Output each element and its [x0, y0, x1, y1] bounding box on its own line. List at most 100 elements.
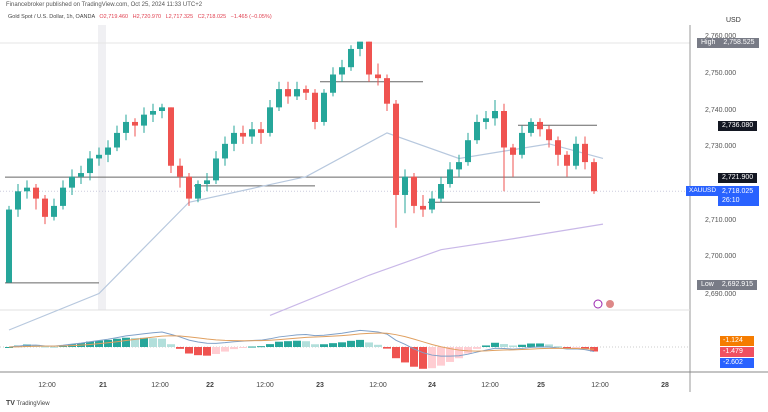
candle-body: [348, 48, 354, 68]
macd-value-2: -1.479: [720, 347, 754, 357]
macd-histogram-bar: [257, 346, 265, 348]
candle-body: [42, 198, 48, 217]
macd-histogram-bar: [581, 347, 589, 349]
candle-body: [51, 205, 57, 217]
macd-histogram-bar: [554, 346, 562, 348]
us-flag-icon: [606, 300, 614, 308]
open-value: O2,719.460: [99, 14, 129, 20]
candle-body: [384, 78, 390, 104]
candle-body: [546, 129, 552, 141]
macd-histogram-bar: [266, 344, 274, 347]
candle-body: [6, 209, 12, 283]
time-label: 21: [99, 382, 107, 389]
low-value: L2,717.325: [165, 14, 194, 20]
candle-body: [267, 107, 273, 133]
time-label: 12:00: [481, 382, 499, 389]
macd-histogram-bar: [167, 344, 175, 347]
macd-histogram-bar: [284, 341, 292, 347]
time-label: 12:00: [151, 382, 169, 389]
macd-histogram-bar: [311, 344, 319, 347]
macd-histogram-bar: [212, 347, 220, 354]
candle-body: [105, 147, 111, 155]
macd-value-1: -1.124: [720, 336, 754, 346]
macd-histogram-bar: [383, 347, 391, 349]
macd-histogram-bar: [536, 343, 544, 347]
time-label: 12:00: [369, 382, 387, 389]
candle-body: [132, 121, 138, 126]
moving-average-fast: [8, 132, 604, 331]
candle-body: [429, 198, 435, 210]
macd-histogram-bar: [104, 339, 112, 347]
last-price-box: 2,718.025 26:10: [718, 186, 759, 206]
macd-histogram-bar: [482, 345, 490, 347]
macd-histogram-bar: [464, 347, 472, 354]
macd-histogram-bar: [5, 347, 13, 348]
macd-histogram-bar: [428, 347, 436, 369]
macd-histogram-bar: [248, 346, 256, 348]
high-label: High: [701, 39, 716, 46]
macd-histogram-bar: [401, 347, 409, 363]
currency-label: USD: [726, 17, 741, 24]
candle-body: [33, 187, 39, 199]
high-price: 2,758.525: [723, 39, 755, 46]
candle-body: [411, 176, 417, 206]
candle-body: [402, 176, 408, 195]
candle-body: [303, 89, 309, 93]
close-value: C2,718.025: [197, 14, 227, 20]
macd-histogram-bar: [347, 340, 355, 347]
symbol-legend: Gold Spot / U.S. Dollar, 1h, OANDA O2,71…: [8, 14, 272, 20]
tick-2750: 2,750.000: [705, 70, 737, 77]
macd-histogram-bar: [446, 347, 454, 362]
moving-average-slow: [269, 223, 604, 316]
macd-histogram-bar: [455, 347, 463, 359]
candle-body: [465, 140, 471, 163]
level-price-1: 2,736.080: [718, 121, 758, 131]
macd-histogram-bar: [239, 347, 247, 348]
low-price: 2,692.915: [721, 281, 753, 288]
macd-histogram-bar: [500, 344, 508, 347]
candle-body: [321, 92, 327, 122]
macd-histogram-bar: [293, 340, 301, 347]
candle-body: [420, 205, 426, 210]
candle-body: [483, 118, 489, 122]
macd-histogram-bar: [149, 338, 157, 347]
macd-histogram-bar: [113, 338, 121, 347]
publisher-header: Financebroker published on TradingView.c…: [6, 2, 203, 8]
tick-2690: 2,690.000: [705, 291, 737, 298]
tick-2740: 2,740.000: [705, 107, 737, 114]
macd-histogram-bar: [419, 347, 427, 369]
candle-body: [258, 129, 264, 133]
candle-body: [177, 165, 183, 177]
macd-histogram-bar: [518, 344, 526, 347]
low-marker: Low 2,692.915: [697, 280, 757, 290]
macd-histogram-bar: [176, 347, 184, 349]
candle-body: [438, 184, 444, 199]
candle-body: [78, 173, 84, 177]
macd-histogram-bar: [527, 343, 535, 347]
candle-body: [114, 132, 120, 148]
change-value: −1.465 (−0.05%): [230, 14, 272, 20]
candle-body: [510, 147, 516, 155]
candle-body: [204, 180, 210, 184]
candle-body: [15, 191, 21, 210]
time-label: 12:00: [256, 382, 274, 389]
candle-body: [501, 111, 507, 148]
candle-body: [60, 187, 66, 206]
candle-body: [294, 89, 300, 97]
macd-histogram-bar: [185, 347, 193, 354]
candle-body: [528, 121, 534, 133]
macd-line: [8, 329, 595, 357]
signal-line: [8, 332, 595, 352]
macd-histogram-bar: [302, 341, 310, 347]
macd-histogram-bar: [473, 347, 481, 349]
high-marker: High 2,758.525: [697, 38, 759, 48]
candle-body: [195, 184, 201, 199]
candle-body: [159, 107, 165, 111]
symbol-tag: XAUUSD: [686, 186, 720, 196]
tick-2700: 2,700.000: [705, 253, 737, 260]
candle-body: [375, 74, 381, 79]
symbol-name[interactable]: Gold Spot / U.S. Dollar, 1h, OANDA: [8, 14, 95, 20]
candle-body: [573, 143, 579, 166]
candle-body: [537, 121, 543, 130]
